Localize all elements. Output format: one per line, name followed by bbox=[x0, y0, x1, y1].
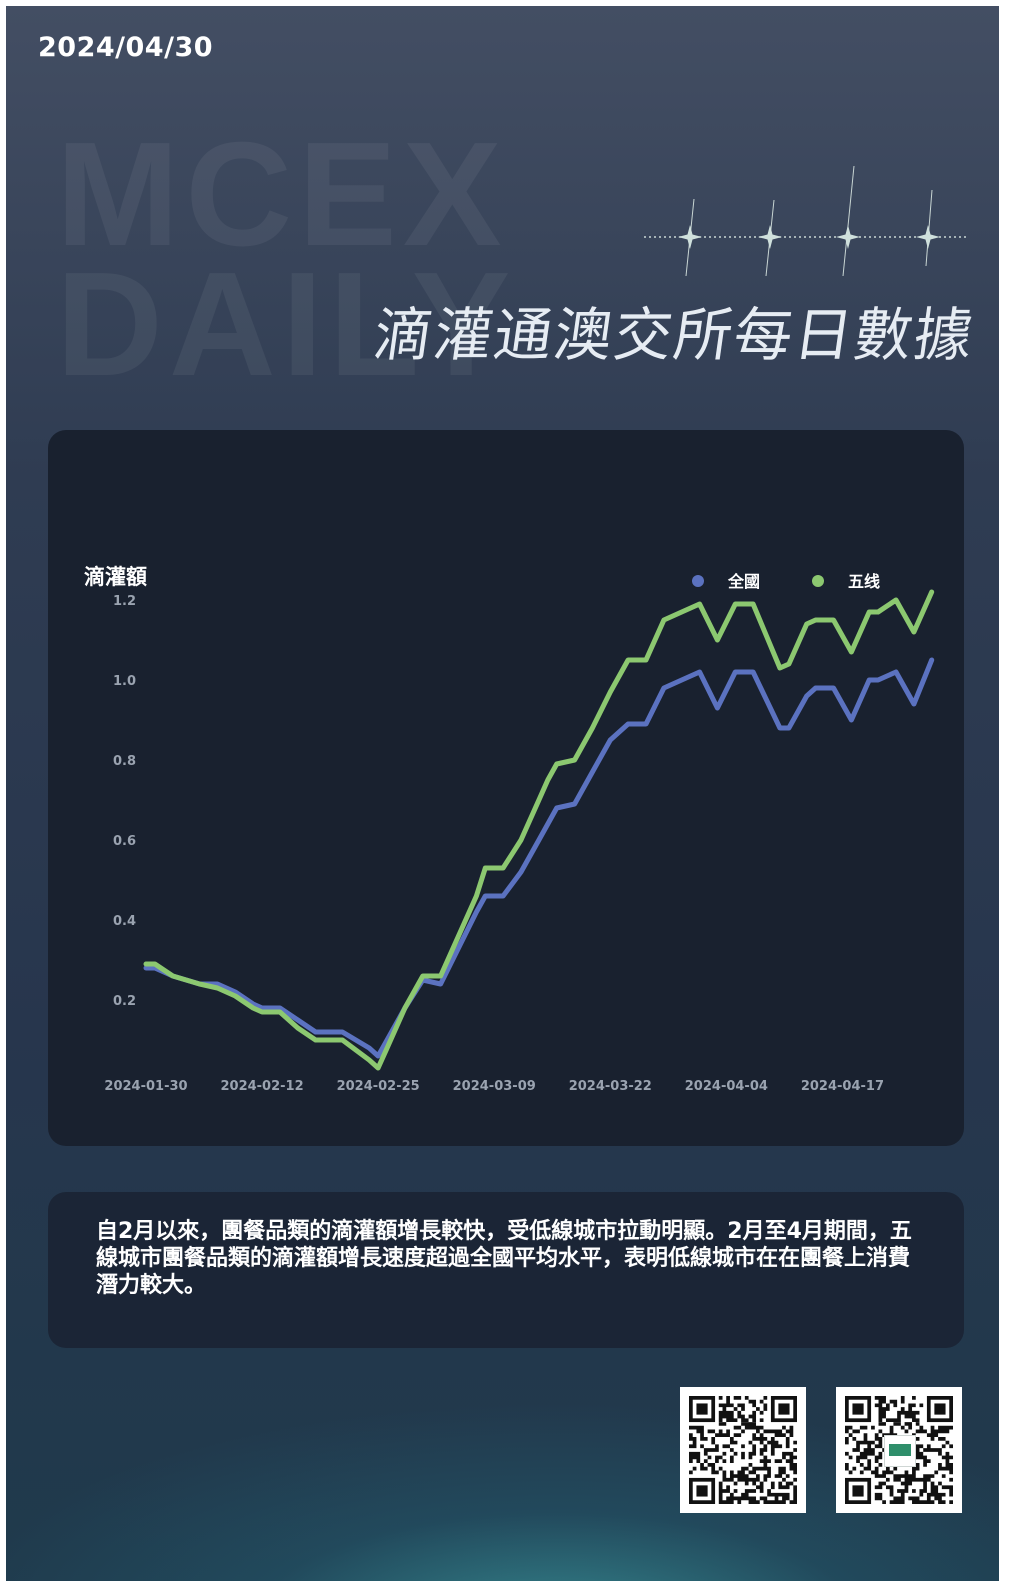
y-axis-ticks: 0.2 0.4 0.6 0.8 1.0 1.2 bbox=[113, 594, 136, 1009]
y-tick-label: 0.8 bbox=[113, 754, 136, 769]
description-text: 自2月以來，團餐品類的滴灌額增長較快，受低線城市拉動明顯。2月至4月期間，五線城… bbox=[96, 1219, 912, 1298]
watermark-mcex: MCEX bbox=[56, 112, 508, 277]
line-chart: 滴灌額 0.2 0.4 0.6 0.8 1.0 1.2 2024-01-30 2024-02… bbox=[84, 565, 935, 1094]
qr-finder bbox=[844, 1395, 872, 1423]
sparkle-icon bbox=[836, 225, 860, 249]
series-lines bbox=[143, 589, 935, 1071]
x-tick-label: 2024-04-04 bbox=[685, 1079, 768, 1094]
x-tick-label: 2024-03-09 bbox=[453, 1079, 536, 1094]
y-tick-label: 1.0 bbox=[113, 674, 136, 689]
qr-finder bbox=[926, 1395, 954, 1423]
page-title: 滴灌通澳交所每日數據 bbox=[369, 301, 980, 369]
y-tick-label: 0.4 bbox=[113, 914, 136, 929]
x-tick-label: 2024-02-25 bbox=[337, 1079, 420, 1094]
qr-modules bbox=[689, 1396, 797, 1504]
y-axis-label: 滴灌額 bbox=[84, 565, 147, 589]
y-tick-label: 0.6 bbox=[113, 834, 136, 849]
x-tick-label: 2024-02-12 bbox=[220, 1079, 303, 1094]
qr-finder bbox=[688, 1477, 716, 1505]
sparkle-icon bbox=[916, 225, 940, 249]
x-tick-label: 2024-03-22 bbox=[569, 1079, 652, 1094]
sparkle-decoration bbox=[636, 156, 981, 280]
chart-card: 滴灌額 0.2 0.4 0.6 0.8 1.0 1.2 2024-01-30 2024-02… bbox=[48, 430, 964, 1146]
x-tick-label: 2024-01-30 bbox=[104, 1079, 187, 1094]
series-line-tier5 bbox=[143, 589, 935, 1071]
sparkle-icon bbox=[678, 225, 702, 249]
date-label: 2024/04/30 bbox=[38, 32, 214, 63]
qr-logo bbox=[884, 1435, 916, 1467]
y-tick-label: 1.2 bbox=[113, 594, 136, 609]
x-axis-ticks: 2024-01-30 2024-02-12 2024-02-25 2024-03-09… bbox=[104, 1079, 884, 1094]
description-card: 自2月以來，團餐品類的滴灌額增長較快，受低線城市拉動明顯。2月至4月期間，五線城… bbox=[48, 1192, 964, 1348]
y-tick-label: 0.2 bbox=[113, 994, 136, 1009]
poster: 2024/04/30 MCEX DAILY 滴灌通澳交所每日數據 滴灌額 0.2… bbox=[6, 6, 999, 1581]
watermark-daily: DAILY bbox=[56, 242, 517, 407]
qr-modules bbox=[845, 1396, 953, 1504]
series-line-national bbox=[143, 657, 935, 1059]
legend-label: 全國 bbox=[727, 572, 760, 591]
legend-dot-icon bbox=[812, 575, 824, 587]
qr-finder bbox=[844, 1477, 872, 1505]
chart-legend: 全國 五线 bbox=[692, 572, 880, 591]
qr-finder bbox=[688, 1395, 716, 1423]
legend-dot-icon bbox=[692, 575, 704, 587]
background-glow bbox=[6, 1401, 999, 1581]
x-tick-label: 2024-04-17 bbox=[801, 1079, 884, 1094]
sparkle-icon bbox=[758, 225, 782, 249]
qr-code-icon[interactable] bbox=[680, 1387, 806, 1513]
qr-code-icon[interactable] bbox=[836, 1387, 962, 1513]
legend-label: 五线 bbox=[848, 572, 880, 591]
qr-finder bbox=[770, 1395, 798, 1423]
